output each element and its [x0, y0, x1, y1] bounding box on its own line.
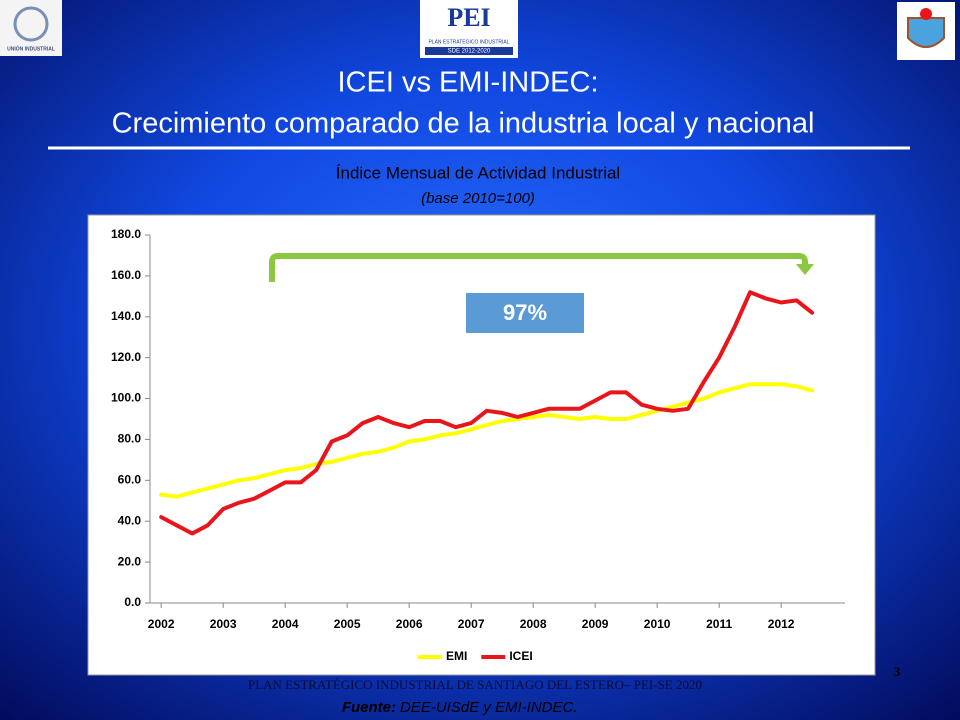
- y-tick-label: 180.0: [111, 227, 141, 241]
- x-tick-label: 2002: [148, 617, 175, 631]
- footer-plan: PLAN ESTRATÉGICO INDUSTRIAL DE SANTIAGO …: [248, 677, 702, 692]
- y-tick-label: 160.0: [111, 268, 141, 282]
- x-tick-label: 2006: [396, 617, 423, 631]
- x-tick-label: 2004: [272, 617, 299, 631]
- y-tick-label: 40.0: [118, 513, 142, 527]
- series-line: [159, 290, 815, 536]
- y-tick-label: 20.0: [118, 554, 142, 568]
- logo-center: PEI PLAN ESTRATEGICO INDUSTRIAL SDE 2012…: [420, 0, 518, 58]
- plot: 0.0 20.0 40.0 60.0 80.0 100.0 120.0 140.0 160.0 1…: [111, 227, 845, 663]
- x-tick-label: 2012: [768, 617, 795, 631]
- page-number: 3: [894, 664, 901, 679]
- x-tick-label: 2003: [210, 617, 237, 631]
- series-line: [159, 382, 815, 499]
- logo-center-text: PEI: [447, 3, 490, 32]
- legend-label: EMI: [446, 649, 467, 663]
- logo-center-sub: PLAN ESTRATEGICO INDUSTRIAL: [428, 39, 509, 45]
- x-tick-label: 2009: [582, 617, 609, 631]
- source-label: Fuente:: [342, 699, 396, 716]
- annotation-box: [466, 293, 584, 333]
- chart-subtitle: (base 2010=100): [421, 190, 535, 207]
- y-tick-label: 60.0: [118, 473, 142, 487]
- y-tick-label: 0.0: [124, 595, 141, 609]
- growth-bracket: [269, 253, 808, 282]
- y-tick-label: 80.0: [118, 432, 142, 446]
- y-tick-label: 120.0: [111, 350, 141, 364]
- x-tick-label: 2008: [520, 617, 547, 631]
- logo-center-years: SDE 2012-2020: [448, 49, 491, 55]
- y-tick-label: 100.0: [111, 391, 141, 405]
- y-tick-label: 140.0: [111, 309, 141, 323]
- plot-area: [87, 214, 876, 676]
- x-tick-label: 2011: [706, 617, 732, 631]
- title-line2: Crecimiento comparado de la industria lo…: [112, 108, 815, 140]
- annotation: 97%: [503, 300, 547, 325]
- x-tick-label: 2005: [334, 617, 361, 631]
- x-tick-label: 2007: [458, 617, 485, 631]
- legend-label: ICEI: [509, 649, 532, 663]
- logo-left-text: UNIÓN INDUSTRIAL: [7, 44, 55, 52]
- logo-left: UNIÓN INDUSTRIAL: [0, 0, 62, 56]
- logo-right: [897, 2, 955, 60]
- x-tick-label: 2010: [644, 617, 671, 631]
- chart-title: Índice Mensual de Actividad Industrial: [336, 163, 620, 182]
- bracket-arrow: [796, 264, 814, 275]
- title-line1: ICEI vs EMI-INDEC:: [337, 67, 598, 99]
- source: DEE-UISdE y EMI-INDEC.: [400, 699, 578, 716]
